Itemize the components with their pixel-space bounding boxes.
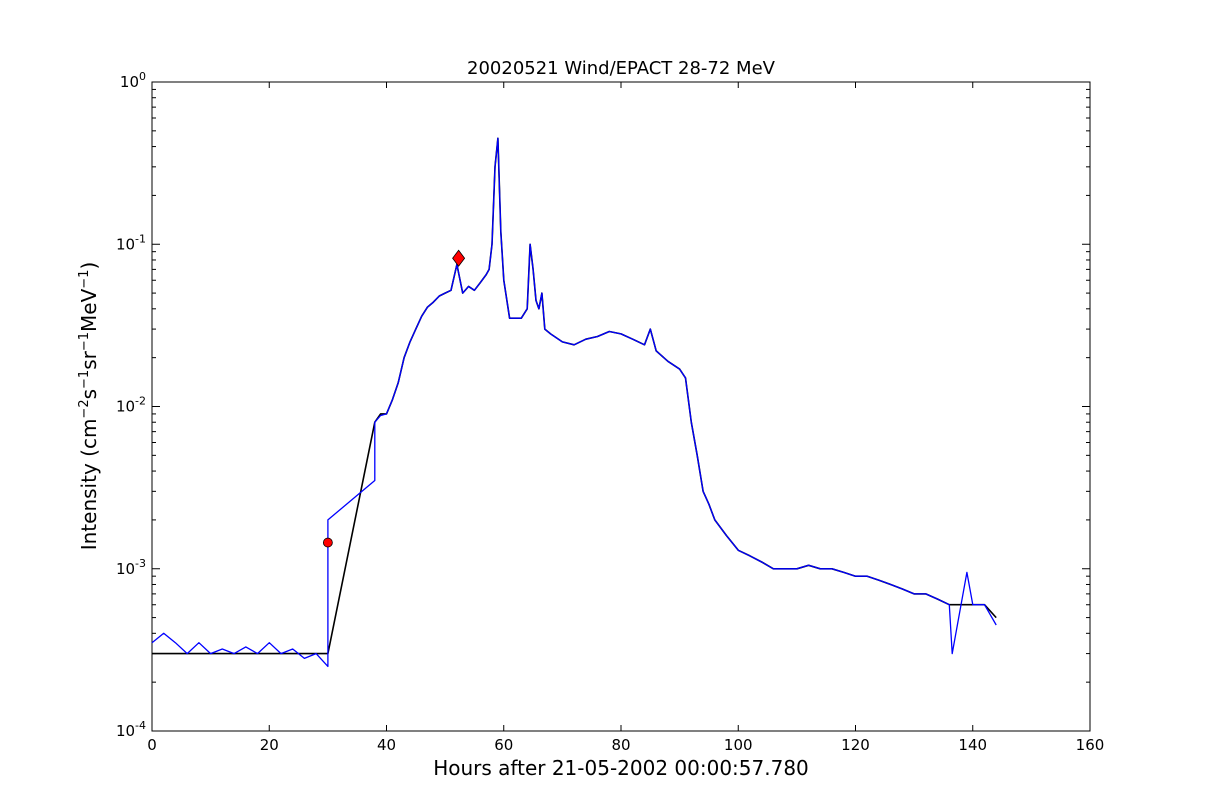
x-axis-label: Hours after 21-05-2002 00:00:57.780 bbox=[433, 756, 809, 780]
x-tick-label: 0 bbox=[147, 736, 157, 754]
plot-frame bbox=[151, 81, 1091, 732]
x-axis-ticks: 0 20 40 60 80 100 120 140 160 bbox=[147, 82, 1104, 754]
y-tick-label: 10-2 bbox=[116, 395, 146, 416]
marker-diamond bbox=[452, 249, 466, 267]
series-raw-line bbox=[152, 137, 997, 655]
y-tick-label: 10-3 bbox=[116, 557, 146, 578]
chart-title: 20020521 Wind/EPACT 28-72 MeV bbox=[467, 58, 776, 79]
y-tick-label: 10-4 bbox=[116, 719, 146, 740]
x-tick-label: 80 bbox=[611, 736, 630, 754]
marker-layer bbox=[322, 249, 466, 548]
series-smoothed-line bbox=[151, 137, 997, 668]
y-axis-ticks: 10-4 10-3 10-2 10-1 100 bbox=[116, 70, 1090, 740]
x-tick-label: 60 bbox=[494, 736, 513, 754]
y-tick-label: 100 bbox=[120, 70, 146, 91]
y-tick-label: 10-1 bbox=[116, 232, 146, 253]
plot-area bbox=[151, 81, 1091, 732]
x-tick-label: 120 bbox=[841, 736, 870, 754]
y-axis-label: Intensity (cm−2s−1sr−1MeV−1) bbox=[77, 262, 101, 551]
x-tick-label: 40 bbox=[377, 736, 396, 754]
x-tick-label: 20 bbox=[260, 736, 279, 754]
x-tick-label: 160 bbox=[1076, 736, 1105, 754]
x-tick-label: 100 bbox=[724, 736, 753, 754]
series-layer bbox=[151, 137, 997, 668]
x-tick-label: 140 bbox=[958, 736, 987, 754]
marker-circle bbox=[322, 537, 333, 548]
